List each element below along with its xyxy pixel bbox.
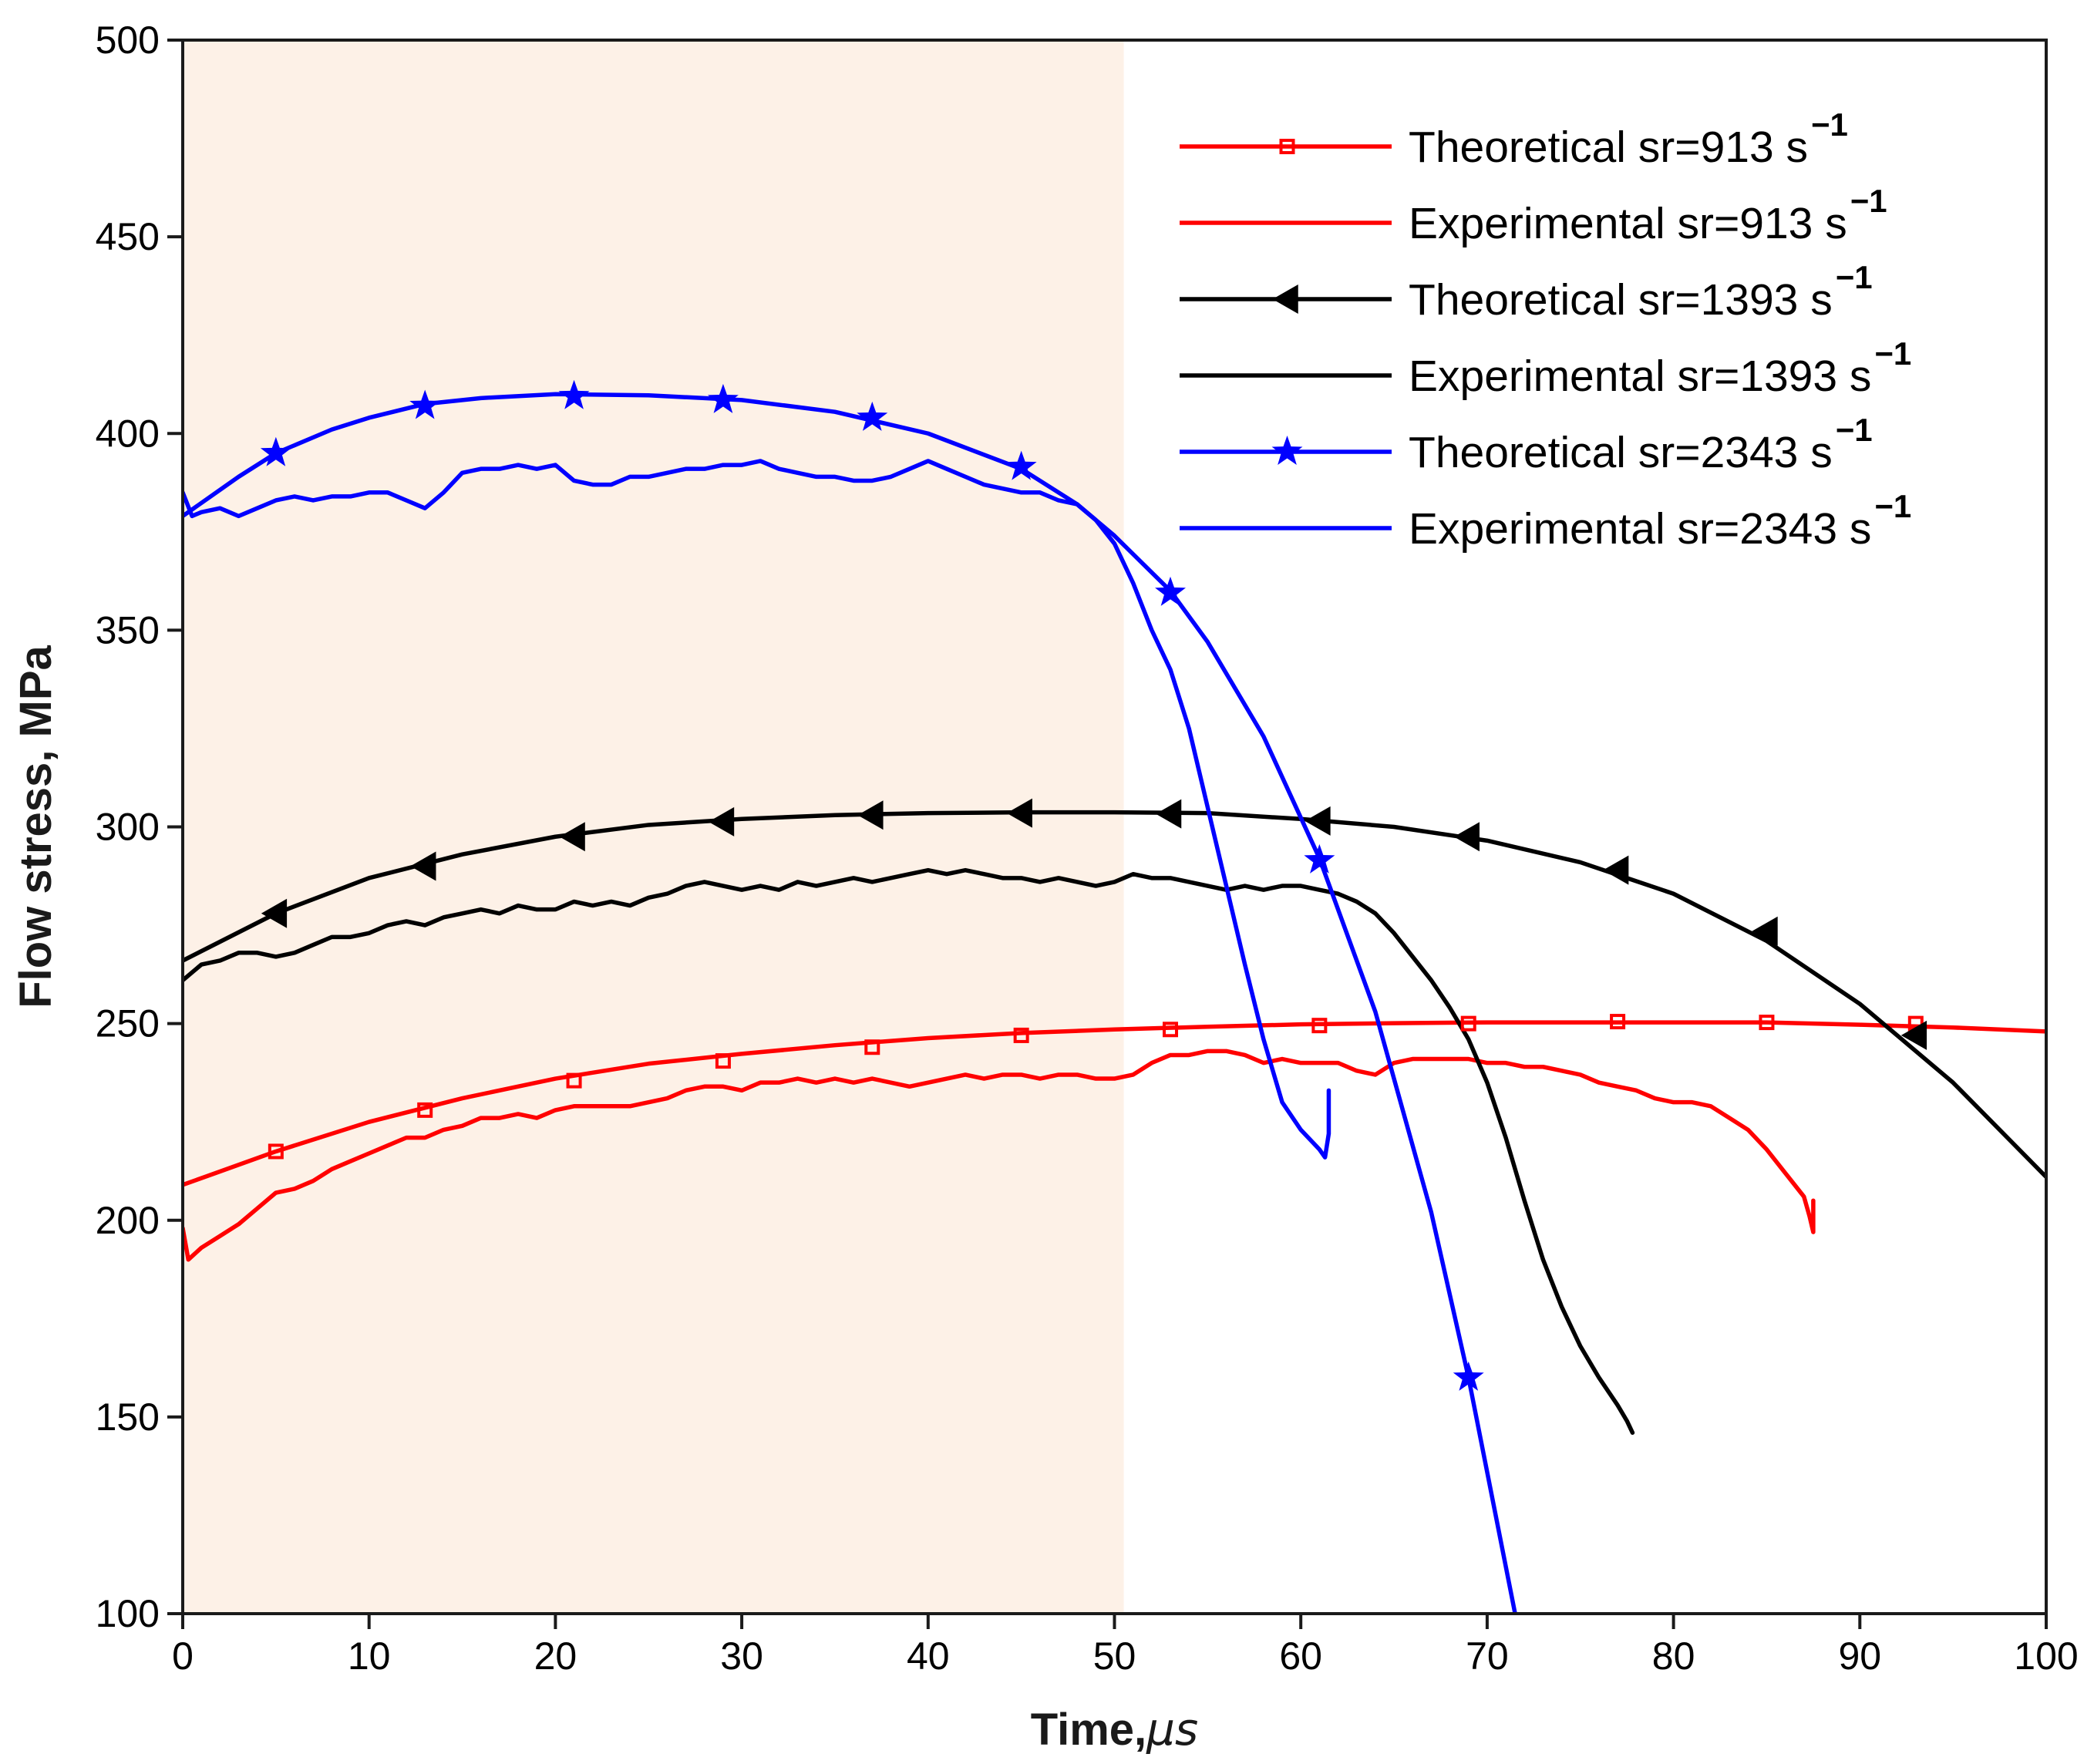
series-line-theoretical-sr-2343-s <box>183 392 1517 1614</box>
legend-label-theoretical-sr-2343-s: Theoretical sr=2343 s−1 <box>1409 412 1873 477</box>
y-tick-label: 350 <box>96 608 160 651</box>
y-tick-label: 500 <box>96 19 160 62</box>
marker-theoretical-sr-1393-s <box>1752 916 1778 946</box>
marker-theoretical-sr-913-s <box>1460 1015 1476 1032</box>
marker-theoretical-sr-1393-s <box>1900 1020 1927 1050</box>
x-tick-label: 90 <box>1838 1634 1881 1678</box>
legend-label-experimental-sr-2343-s: Experimental sr=2343 s−1 <box>1409 488 1911 554</box>
marker-theoretical-sr-1393-s <box>410 851 436 881</box>
marker-theoretical-sr-913-s <box>417 1102 433 1118</box>
legend-label-experimental-sr-913-s: Experimental sr=913 s−1 <box>1409 183 1887 248</box>
marker-theoretical-sr-913-s <box>1163 1022 1179 1038</box>
x-axis-title-unit: μs <box>1146 1703 1198 1756</box>
legend-label-theoretical-sr-1393-s: Theoretical sr=1393 s−1 <box>1409 259 1873 325</box>
marker-theoretical-sr-1393-s <box>1006 798 1032 828</box>
y-tick-label: 300 <box>96 806 160 849</box>
x-tick-label: 0 <box>172 1634 194 1678</box>
y-tick-label: 450 <box>96 215 160 258</box>
x-tick-label: 30 <box>720 1634 763 1678</box>
marker-theoretical-sr-913-s <box>1759 1015 1775 1031</box>
legend-label-experimental-sr-1393-s: Experimental sr=1393 s−1 <box>1409 335 1911 401</box>
marker-theoretical-sr-2343-s <box>707 383 739 413</box>
series-line-theoretical-sr-913-s <box>183 1020 2046 1187</box>
marker-theoretical-sr-1393-s <box>1156 799 1182 829</box>
marker-theoretical-sr-2343-s <box>409 389 441 419</box>
marker-theoretical-sr-913-s <box>715 1053 731 1069</box>
marker-theoretical-sr-913-s <box>268 1143 284 1160</box>
series-line-theoretical-sr-1393-s <box>183 810 2046 1180</box>
x-tick-label: 60 <box>1279 1634 1322 1678</box>
y-tick-label: 100 <box>96 1592 160 1635</box>
x-tick-label: 20 <box>534 1634 577 1678</box>
shaded-region <box>183 40 1124 1614</box>
series-line-experimental-sr-1393-s <box>183 867 1635 1436</box>
marker-theoretical-sr-2343-s <box>1005 450 1037 480</box>
x-tick-label: 100 <box>2014 1634 2078 1678</box>
marker-theoretical-sr-2343-s <box>857 401 888 431</box>
marker-theoretical-sr-913-s <box>1311 1018 1328 1034</box>
y-axis-title: Flow stress, MPa <box>11 645 61 1008</box>
series-line-experimental-sr-2343-s <box>183 459 1331 1160</box>
marker-theoretical-sr-1393-s <box>857 800 884 830</box>
y-tick-label: 200 <box>96 1199 160 1242</box>
series-line-experimental-sr-913-s <box>183 1049 1816 1262</box>
x-tick-label: 40 <box>907 1634 950 1678</box>
x-axis-title: Time,μs <box>1031 1703 1199 1756</box>
marker-theoretical-sr-2343-s <box>1304 843 1335 874</box>
legend-marker-theoretical-sr-2343-s <box>1271 436 1303 465</box>
marker-theoretical-sr-1393-s <box>1453 822 1480 852</box>
marker-theoretical-sr-913-s <box>1610 1014 1626 1030</box>
marker-theoretical-sr-2343-s <box>260 436 291 466</box>
marker-theoretical-sr-1393-s <box>559 822 585 852</box>
x-tick-label: 80 <box>1652 1634 1695 1678</box>
series-layer <box>183 392 2046 1614</box>
marker-theoretical-sr-913-s <box>1013 1027 1029 1043</box>
y-tick-label: 400 <box>96 412 160 455</box>
marker-theoretical-sr-2343-s <box>1155 576 1186 606</box>
legend-marker-theoretical-sr-913-s <box>1279 139 1295 154</box>
marker-theoretical-sr-1393-s <box>708 806 735 837</box>
marker-theoretical-sr-913-s <box>864 1039 880 1055</box>
marker-theoretical-sr-1393-s <box>1305 806 1331 836</box>
x-tick-label: 10 <box>348 1634 391 1678</box>
x-tick-label: 70 <box>1466 1634 1509 1678</box>
marker-layer <box>260 379 1927 1391</box>
legend-marker-theoretical-sr-1393-s <box>1272 284 1298 314</box>
marker-theoretical-sr-1393-s <box>1603 855 1629 885</box>
marker-theoretical-sr-913-s <box>566 1072 582 1089</box>
y-tick-label: 250 <box>96 1002 160 1045</box>
marker-theoretical-sr-2343-s <box>1453 1361 1484 1391</box>
tick-layer: 0 10 20 30 40 50 60 70 80 90 100 100 150 200 250 300 350… <box>96 19 2079 1678</box>
marker-theoretical-sr-2343-s <box>558 379 590 409</box>
x-axis-title-text: Time, <box>1031 1705 1146 1755</box>
legend: Theoretical sr=913 s−1 Experimental sr=91… <box>1180 106 1911 554</box>
marker-theoretical-sr-1393-s <box>261 898 288 928</box>
legend-label-theoretical-sr-913-s: Theoretical sr=913 s−1 <box>1409 106 1848 172</box>
y-tick-label: 150 <box>96 1395 160 1439</box>
x-tick-label: 50 <box>1093 1634 1136 1678</box>
